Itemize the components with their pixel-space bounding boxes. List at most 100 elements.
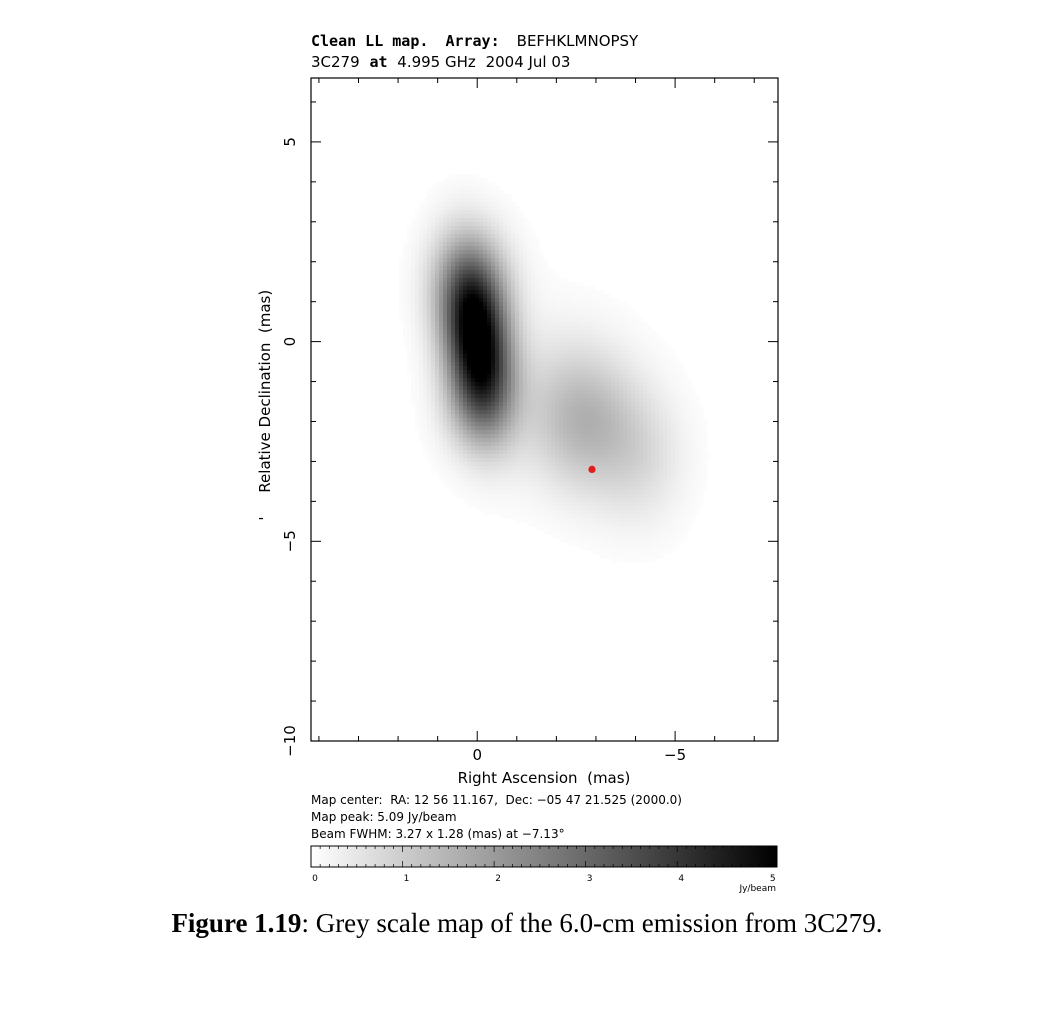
map-pixel [467, 366, 472, 371]
map-pixel [475, 366, 480, 371]
map-pixel [579, 538, 584, 543]
map-pixel [619, 482, 624, 487]
map-pixel [567, 538, 572, 543]
map-pixel [463, 430, 468, 435]
map-pixel [499, 426, 504, 431]
map-pixel [563, 530, 568, 535]
map-pixel [583, 514, 588, 519]
map-pixel [603, 402, 608, 407]
map-pixel [455, 374, 460, 379]
map-pixel [459, 374, 464, 379]
map-pixel [403, 314, 408, 319]
map-pixel [423, 426, 428, 431]
map-pixel [547, 510, 552, 515]
map-pixel [507, 294, 512, 299]
map-pixel [659, 394, 664, 399]
map-pixel [615, 474, 620, 479]
map-pixel [495, 454, 500, 459]
map-pixel [663, 494, 668, 499]
map-pixel [423, 338, 428, 343]
map-pixel [555, 334, 560, 339]
map-pixel [667, 366, 672, 371]
map-pixel [583, 298, 588, 303]
map-pixel [639, 554, 644, 559]
map-pixel [583, 470, 588, 475]
map-pixel [587, 418, 592, 423]
map-pixel [583, 402, 588, 407]
map-pixel [531, 382, 536, 387]
map-pixel [651, 338, 656, 343]
map-pixel [607, 442, 612, 447]
map-pixel [495, 270, 500, 275]
map-pixel [615, 370, 620, 375]
map-pixel [615, 546, 620, 551]
map-pixel [499, 386, 504, 391]
map-pixel [551, 510, 556, 515]
map-pixel [451, 242, 456, 247]
map-pixel [571, 318, 576, 323]
map-pixel [447, 354, 452, 359]
map-pixel [467, 258, 472, 263]
map-pixel [491, 358, 496, 363]
map-pixel [595, 450, 600, 455]
map-pixel [655, 498, 660, 503]
map-pixel [603, 314, 608, 319]
map-pixel [639, 430, 644, 435]
map-pixel [503, 490, 508, 495]
map-pixel [575, 510, 580, 515]
map-pixel [603, 478, 608, 483]
map-pixel [443, 378, 448, 383]
map-pixel [603, 354, 608, 359]
map-pixel [651, 502, 656, 507]
map-pixel [487, 434, 492, 439]
map-pixel [427, 430, 432, 435]
map-pixel [563, 390, 568, 395]
map-pixel [671, 502, 676, 507]
map-pixel [515, 494, 520, 499]
map-pixel [643, 526, 648, 531]
map-pixel [515, 358, 520, 363]
map-pixel [575, 350, 580, 355]
map-pixel [479, 486, 484, 491]
map-pixel [651, 438, 656, 443]
map-pixel [691, 410, 696, 415]
map-pixel [567, 518, 572, 523]
map-pixel [427, 210, 432, 215]
map-pixel [611, 386, 616, 391]
map-pixel [431, 402, 436, 407]
map-pixel [427, 406, 432, 411]
map-pixel [551, 518, 556, 523]
map-pixel [679, 386, 684, 391]
map-pixel [459, 386, 464, 391]
map-pixel [659, 454, 664, 459]
map-pixel [563, 314, 568, 319]
map-pixel [619, 358, 624, 363]
map-pixel [639, 550, 644, 555]
map-pixel [599, 386, 604, 391]
map-pixel [419, 390, 424, 395]
map-pixel [631, 514, 636, 519]
map-pixel [699, 470, 704, 475]
map-pixel [595, 334, 600, 339]
map-pixel [483, 270, 488, 275]
map-pixel [439, 478, 444, 483]
map-pixel [419, 366, 424, 371]
map-pixel [611, 494, 616, 499]
map-pixel [499, 402, 504, 407]
map-pixel [495, 430, 500, 435]
map-pixel [459, 182, 464, 187]
map-pixel [495, 306, 500, 311]
map-pixel [467, 178, 472, 183]
map-pixel [555, 378, 560, 383]
map-pixel [411, 238, 416, 243]
map-pixel [483, 190, 488, 195]
map-pixel [483, 362, 488, 367]
map-pixel [455, 382, 460, 387]
map-pixel [459, 286, 464, 291]
map-pixel [511, 338, 516, 343]
map-pixel [583, 342, 588, 347]
map-pixel [447, 438, 452, 443]
map-pixel [419, 426, 424, 431]
map-pixel [523, 422, 528, 427]
map-pixel [507, 414, 512, 419]
